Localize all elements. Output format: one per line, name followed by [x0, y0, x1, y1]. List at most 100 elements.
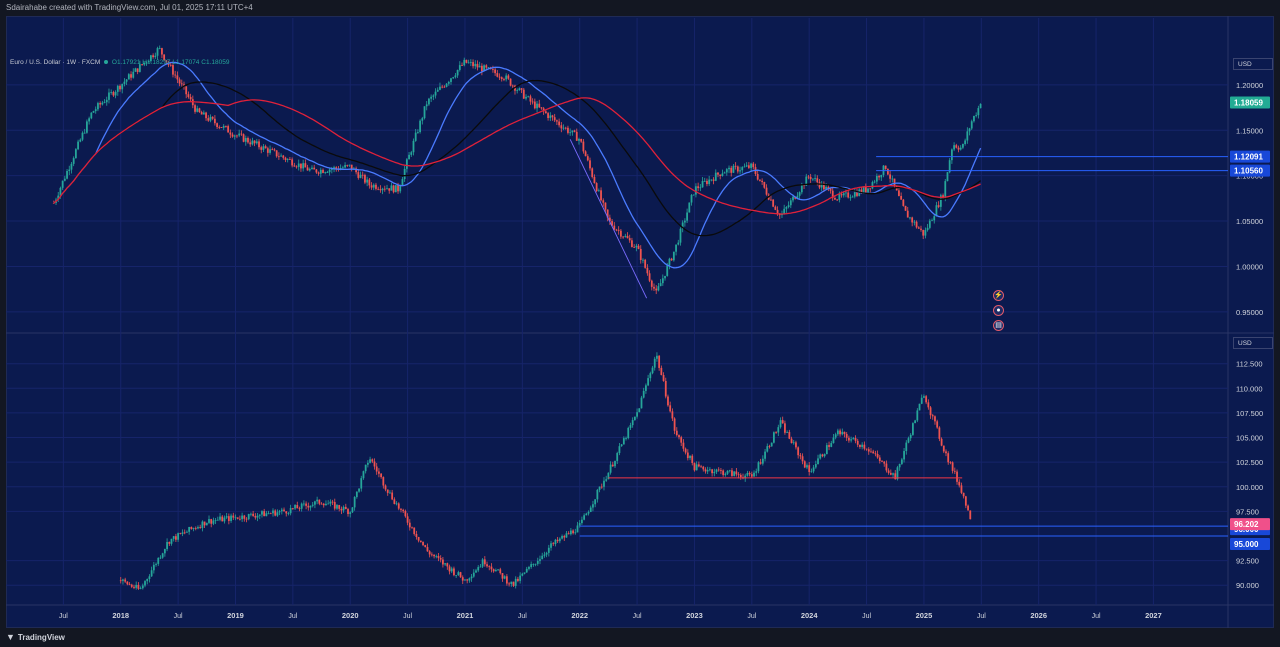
candle-body: [232, 515, 235, 518]
candle-body: [686, 212, 688, 221]
candle-body: [298, 508, 301, 510]
candle-body: [785, 206, 788, 209]
candle-body: [644, 259, 647, 268]
candle-body: [752, 163, 755, 168]
candle-body: [829, 188, 832, 191]
candle-body: [348, 164, 351, 166]
candle-body: [766, 446, 769, 452]
bottom-bar: ▼ TradingView: [0, 628, 1280, 647]
candle-body: [522, 89, 525, 99]
bottom-pane-currency[interactable]: USD: [1233, 337, 1273, 349]
candle-body: [948, 160, 951, 173]
candle-body: [377, 188, 380, 190]
candle-body: [478, 65, 481, 68]
candle-body: [512, 581, 515, 586]
candle-body: [567, 533, 570, 535]
candle-body: [576, 525, 579, 533]
candle-body: [124, 579, 127, 582]
candle-body: [325, 503, 327, 506]
candle-body: [728, 167, 730, 170]
candle-body: [585, 513, 588, 516]
candle-body: [136, 68, 139, 72]
candle-body: [318, 499, 321, 504]
x-tick-label: Jul: [403, 613, 412, 620]
candle-body: [446, 563, 449, 567]
candle-body: [887, 470, 890, 473]
candle-body: [404, 511, 407, 517]
candle-body: [176, 75, 179, 80]
candle-body: [847, 192, 850, 198]
candle-body: [152, 564, 155, 571]
candle-body: [331, 501, 334, 503]
candle-body: [942, 445, 945, 452]
candle-body: [309, 505, 312, 508]
candle-body: [256, 515, 259, 518]
tradingview-logo[interactable]: ▼ TradingView: [6, 632, 65, 642]
candle-body: [304, 163, 307, 168]
candle-body: [647, 378, 650, 386]
candle-body: [135, 584, 138, 588]
candle-body: [736, 166, 739, 172]
candle-body: [860, 189, 863, 193]
candle-body: [358, 488, 360, 492]
candle-body: [389, 492, 391, 494]
candle-body: [453, 568, 455, 576]
candle-body: [553, 117, 556, 121]
candle-body: [573, 130, 576, 132]
candle-body: [130, 584, 133, 587]
candle-body: [311, 504, 314, 506]
candle-body: [510, 581, 513, 585]
x-tick-label: Jul: [174, 613, 183, 620]
candle-body: [536, 560, 539, 564]
globe-icon[interactable]: ●: [993, 305, 1004, 316]
candle-body: [600, 486, 603, 488]
candle-body: [90, 112, 93, 119]
candle-body: [501, 573, 504, 579]
candle-body: [208, 519, 210, 523]
candle-body: [958, 481, 961, 486]
candle-body: [724, 473, 727, 475]
candle-body: [792, 196, 794, 201]
ma-red-line: [53, 97, 981, 215]
candle-body: [196, 108, 199, 112]
candle-body: [918, 403, 921, 411]
candle-body: [671, 411, 674, 419]
candle-body: [571, 130, 574, 133]
candle-body: [823, 454, 826, 457]
top-pane-currency[interactable]: USD: [1233, 58, 1273, 70]
candle-body: [828, 445, 830, 447]
flag-icon[interactable]: ▤: [993, 320, 1004, 331]
candle-body: [962, 144, 964, 148]
candle-body: [529, 96, 532, 102]
candle-body: [764, 451, 766, 459]
candle-body: [667, 396, 669, 406]
candle-body: [461, 577, 464, 581]
candle-body: [509, 78, 512, 86]
lightning-icon[interactable]: ⚡: [993, 290, 1004, 301]
candle-body: [79, 139, 82, 142]
candle-body: [838, 194, 841, 200]
candle-body: [617, 229, 620, 231]
candle-body: [202, 112, 205, 115]
candle-body: [609, 464, 612, 473]
symbol-legend: Euro / U.S. Dollar · 1W · FXCM O1.17921 …: [10, 59, 229, 66]
candle-body: [909, 434, 912, 439]
candle-body: [503, 576, 506, 579]
level-price-label: [1230, 538, 1270, 550]
candle-body: [558, 538, 561, 542]
candle-body: [201, 521, 204, 528]
candle-body: [472, 572, 475, 577]
candle-body: [616, 453, 619, 462]
candle-body: [532, 563, 535, 565]
candle-body: [289, 508, 292, 514]
candle-body: [859, 444, 861, 447]
candle-body: [905, 442, 908, 452]
candle-body: [582, 141, 585, 152]
candle-body: [637, 245, 640, 249]
candle-body: [542, 108, 545, 112]
candle-body: [750, 474, 753, 477]
candle-body: [776, 209, 779, 214]
candle-body: [496, 73, 499, 77]
candle-body: [862, 187, 865, 193]
